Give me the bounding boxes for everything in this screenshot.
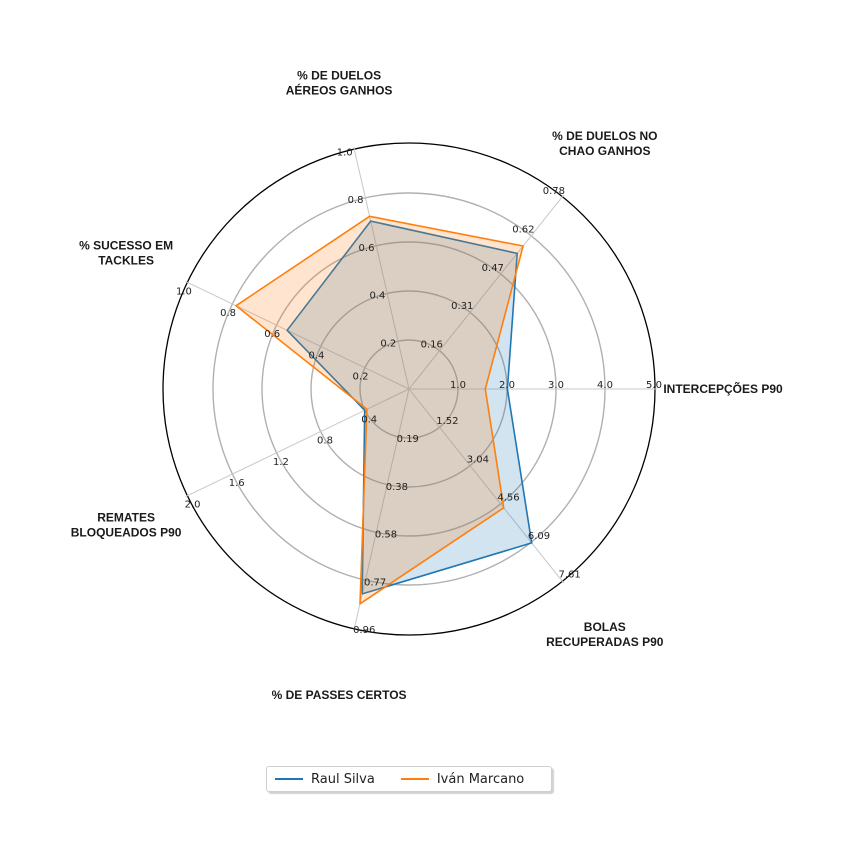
tick-label-6-1: 3.04 xyxy=(467,454,489,465)
tick-label-6-2: 4.56 xyxy=(497,493,519,504)
tick-label-3-3: 0.8 xyxy=(220,308,236,319)
axis-label-line-6-1: RECUPERADAS P90 xyxy=(546,635,664,649)
tick-label-3-1: 0.4 xyxy=(308,351,324,362)
axis-label-1: % DE DUELOS NO CHAO GANHOS xyxy=(552,129,657,158)
tick-label-1-0: 0.16 xyxy=(421,340,443,351)
tick-label-6-3: 6.09 xyxy=(528,531,550,542)
tick-label-2-4: 1.0 xyxy=(337,147,353,158)
axis-label-5: % DE PASSES CERTOS xyxy=(272,688,407,702)
axis-label-6: BOLAS RECUPERADAS P90 xyxy=(546,620,664,649)
tick-label-0-1: 2.0 xyxy=(499,380,515,391)
tick-label-1-4: 0.78 xyxy=(543,186,565,197)
tick-label-4-0: 0.4 xyxy=(361,414,377,425)
tick-label-5-1: 0.38 xyxy=(386,482,408,493)
tick-label-2-1: 0.4 xyxy=(369,291,385,302)
radar-axis-labels: INTERCEPÇÕES P90 % DE DUELOS NO CHAO GANHO… xyxy=(71,68,783,702)
radar-series xyxy=(235,215,533,605)
axis-label-line-1-0: % DE DUELOS NO xyxy=(552,129,657,143)
tick-label-0-2: 3.0 xyxy=(548,380,564,391)
axis-label-line-1-1: CHAO GANHOS xyxy=(559,144,650,158)
legend-swatch-raul-silva xyxy=(275,778,303,780)
tick-label-1-1: 0.31 xyxy=(451,301,473,312)
tick-label-5-2: 0.58 xyxy=(375,530,397,541)
tick-label-0-4: 5.0 xyxy=(646,380,662,391)
series-area-0 xyxy=(286,220,533,595)
tick-label-2-3: 0.8 xyxy=(348,195,364,206)
radar-tick-labels: 1.0 2.0 3.0 4.0 5.0 0.16 0.31 0.47 0.62 0.78 0.2 0.… xyxy=(176,147,662,636)
spoke-4 xyxy=(185,388,410,498)
tick-label-4-2: 1.2 xyxy=(273,457,289,468)
axis-label-line-4-1: BLOQUEADOS P90 xyxy=(71,526,182,540)
axis-label-2: % DE DUELOS AÉREOS GANHOS xyxy=(286,68,393,97)
tick-label-1-2: 0.47 xyxy=(482,263,504,274)
tick-label-1-3: 0.62 xyxy=(512,225,534,236)
spoke-1 xyxy=(408,194,565,390)
legend-swatch-ivan-marcano xyxy=(400,778,429,780)
axis-label-0: INTERCEPÇÕES P90 xyxy=(663,381,783,396)
axis-label-line-3-1: TACKLES xyxy=(98,253,154,267)
tick-label-5-4: 0.96 xyxy=(353,625,375,636)
spoke-2 xyxy=(353,147,410,390)
legend-item-ivan-marcano: Iván Marcano xyxy=(400,771,525,787)
tick-label-5-0: 0.19 xyxy=(397,434,419,445)
chart-legend: Raul Silva Iván Marcano xyxy=(266,766,552,792)
tick-label-4-1: 0.8 xyxy=(317,436,333,447)
axis-label-line-3-0: % SUCESSO EM xyxy=(79,238,173,252)
tick-label-4-3: 1.6 xyxy=(229,478,245,489)
spoke-6 xyxy=(408,388,565,584)
tick-label-6-4: 7.61 xyxy=(558,569,580,580)
legend-item-raul-silva: Raul Silva xyxy=(275,772,375,787)
tick-label-3-2: 0.6 xyxy=(264,329,280,340)
legend-label-ivan-marcano: Iván Marcano xyxy=(436,771,525,787)
tick-label-2-2: 0.6 xyxy=(359,243,375,254)
tick-label-6-0: 1.52 xyxy=(436,416,458,427)
axis-label-line-2-0: % DE DUELOS xyxy=(297,68,381,82)
tick-label-0-3: 4.0 xyxy=(597,380,613,391)
legend-label-raul-silva: Raul Silva xyxy=(311,771,375,787)
spoke-3 xyxy=(185,280,410,390)
axis-label-line-2-1: AÉREOS GANHOS xyxy=(286,82,393,97)
tick-label-0-0: 1.0 xyxy=(450,380,466,391)
axis-label-line-6-0: BOLAS xyxy=(584,620,626,634)
axis-label-3: % SUCESSO EM TACKLES xyxy=(79,238,173,267)
axis-label-line-0-0: INTERCEPÇÕES P90 xyxy=(663,381,783,396)
tick-label-2-0: 0.2 xyxy=(380,339,396,350)
tick-label-3-0: 0.2 xyxy=(353,372,369,383)
tick-label-3-4: 1.0 xyxy=(176,287,192,298)
axis-label-4: REMATES BLOQUEADOS P90 xyxy=(71,511,182,540)
tick-label-4-4: 2.0 xyxy=(185,499,201,510)
axis-label-line-4-0: REMATES xyxy=(97,511,155,525)
tick-label-5-3: 0.77 xyxy=(364,577,386,588)
axis-label-line-5-0: % DE PASSES CERTOS xyxy=(272,688,407,702)
series-area-1 xyxy=(235,215,524,605)
